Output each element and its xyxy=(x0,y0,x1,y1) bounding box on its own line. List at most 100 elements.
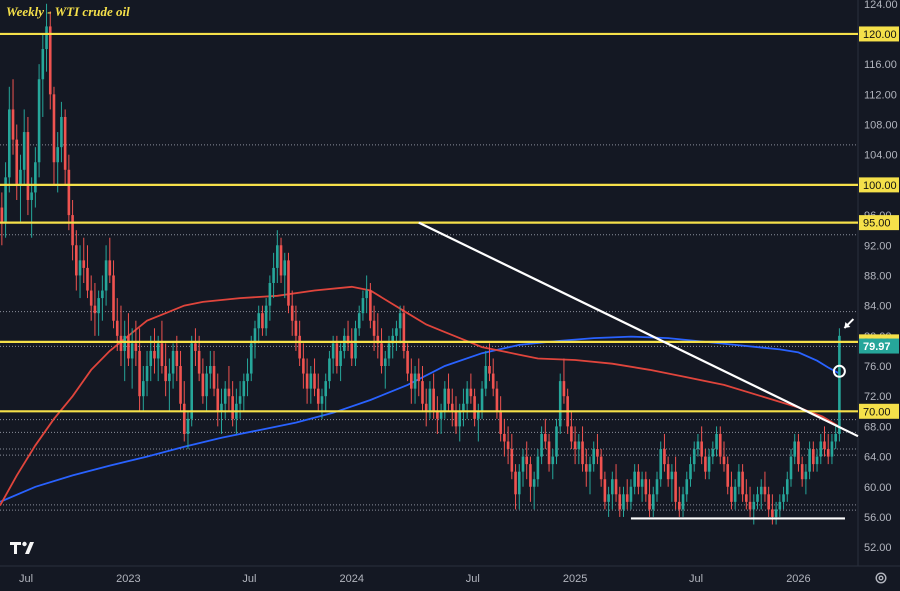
candle-body xyxy=(704,456,707,472)
candle-body xyxy=(756,494,759,502)
candle-body xyxy=(186,418,190,434)
time-tick-label: 2023 xyxy=(116,573,140,585)
candle-body xyxy=(648,494,651,510)
candle-body xyxy=(517,471,521,495)
candle-body xyxy=(499,411,502,434)
level-badge-label: 95.00 xyxy=(863,218,891,230)
candle-body xyxy=(577,441,581,450)
price-tick-label: 84.00 xyxy=(864,301,892,313)
candle-body xyxy=(670,471,674,480)
candle-body xyxy=(82,260,86,268)
last-price-label: 79.97 xyxy=(863,341,891,353)
candle-body xyxy=(15,139,19,185)
moving-average-blue-line xyxy=(0,335,840,503)
candle-body xyxy=(618,494,622,510)
candle-body xyxy=(603,479,607,502)
candle-body xyxy=(134,343,138,351)
candle-body xyxy=(156,343,160,359)
candle-body xyxy=(365,290,368,299)
price-tick-label: 52.00 xyxy=(864,542,892,554)
candle-body xyxy=(164,366,167,382)
descending-trendline[interactable] xyxy=(418,221,859,438)
settings-gear-icon[interactable] xyxy=(874,571,888,585)
candle-body xyxy=(544,433,547,442)
candle-body xyxy=(741,471,744,495)
candle-body xyxy=(78,260,82,276)
candle-body xyxy=(417,373,421,382)
candle-body xyxy=(223,388,227,404)
candle-body xyxy=(521,456,525,472)
candle-body xyxy=(387,343,391,359)
candle-body xyxy=(242,381,246,397)
candle-body xyxy=(506,441,510,450)
candle-body xyxy=(127,335,130,359)
candle-body xyxy=(343,335,346,351)
candle-body xyxy=(663,449,666,465)
candle-body xyxy=(302,358,305,374)
candle-body xyxy=(104,260,108,291)
candle-body xyxy=(264,305,268,329)
time-tick-label: Jul xyxy=(19,573,33,585)
candle-body xyxy=(752,501,756,510)
candle-body xyxy=(346,335,350,344)
candle-body xyxy=(123,335,127,351)
price-tick-label: 60.00 xyxy=(864,482,892,494)
candle-body xyxy=(447,388,450,404)
candle-body xyxy=(335,343,339,367)
candle-body xyxy=(488,366,491,374)
candle-body xyxy=(696,441,700,450)
candle-body xyxy=(771,509,774,517)
candle-body xyxy=(309,373,313,389)
candle-body xyxy=(354,328,357,359)
candle-body xyxy=(220,403,223,412)
candle-body xyxy=(428,388,432,412)
candle-body xyxy=(205,373,208,397)
candle-body xyxy=(179,366,182,404)
candle-body xyxy=(160,343,164,367)
time-tick-label: 2025 xyxy=(563,573,587,585)
candle-body xyxy=(495,388,499,412)
candle-body xyxy=(469,388,473,397)
candle-body xyxy=(149,350,153,367)
candle-body xyxy=(748,501,752,510)
candle-body xyxy=(406,350,409,374)
candle-body xyxy=(383,358,387,367)
candle-body xyxy=(380,343,383,367)
tradingview-logo-icon[interactable] xyxy=(10,540,40,554)
chart-title: Weekly - WTI crude oil xyxy=(6,4,130,19)
candle-body xyxy=(398,313,402,329)
price-tick-label: 76.00 xyxy=(864,361,892,373)
candle-body xyxy=(26,132,30,200)
candle-body xyxy=(503,433,506,442)
candle-body xyxy=(249,343,253,374)
candle-body xyxy=(462,403,465,412)
candle-body xyxy=(711,449,715,457)
candle-body xyxy=(119,335,123,351)
candle-body xyxy=(402,313,406,351)
candle-body xyxy=(439,411,443,419)
candle-body xyxy=(477,411,480,419)
candle-body xyxy=(532,479,536,487)
candle-body xyxy=(305,373,309,389)
candle-body xyxy=(707,456,711,472)
candle-body xyxy=(558,381,562,427)
candle-body xyxy=(279,245,283,276)
candle-body xyxy=(722,456,726,465)
candle-body xyxy=(666,464,670,480)
candle-body xyxy=(622,494,625,510)
candle-body xyxy=(745,494,748,502)
candle-body xyxy=(268,283,272,306)
price-tick-label: 56.00 xyxy=(864,512,892,524)
candle-body xyxy=(153,350,156,359)
candle-body xyxy=(592,449,596,465)
candle-body xyxy=(782,494,785,502)
candle-body xyxy=(767,494,770,510)
price-tick-label: 92.00 xyxy=(864,240,892,252)
price-tick-label: 112.00 xyxy=(864,89,897,101)
candle-body xyxy=(372,320,376,336)
candle-body xyxy=(86,267,89,291)
candle-body xyxy=(737,471,741,487)
